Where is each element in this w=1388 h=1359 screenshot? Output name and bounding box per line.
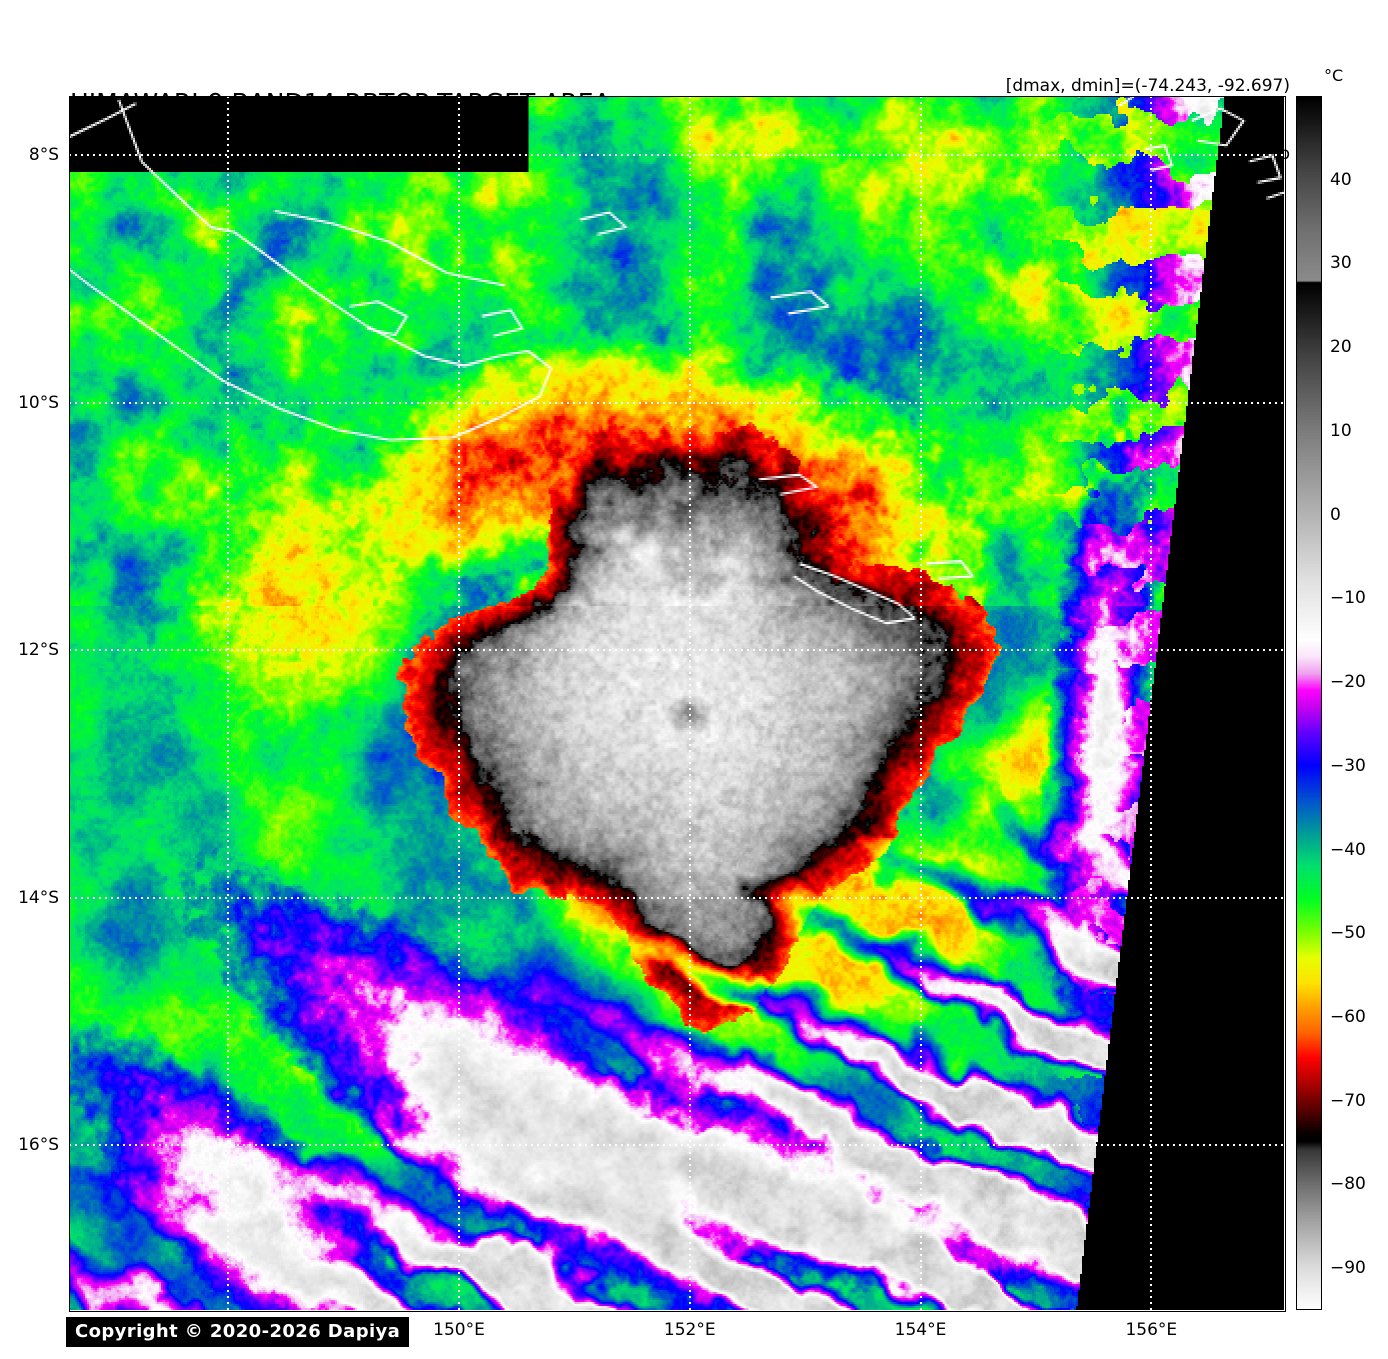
longitude-tick-label: 154°E <box>894 1320 947 1340</box>
colorbar[interactable] <box>1296 96 1322 1310</box>
latitude-tick-label: 16°S <box>18 1135 59 1156</box>
longitude-tick-label: 152°E <box>663 1320 716 1340</box>
longitude-tick-label: 150°E <box>433 1320 485 1340</box>
colorbar-tick: −90 <box>1330 1258 1366 1279</box>
colorbar-tick: −60 <box>1330 1006 1366 1027</box>
colorbar-tick: 30 <box>1330 253 1352 274</box>
colorbar-tick: −20 <box>1330 672 1366 693</box>
latitude-tick-label: 14°S <box>18 887 59 908</box>
latitude-tick-label: 10°S <box>18 392 59 413</box>
data-range-label: [dmax, dmin]=(-74.243, -92.697) <box>1005 76 1290 97</box>
colorbar-unit-label: °C <box>1324 66 1344 85</box>
colorbar-tick: 20 <box>1330 337 1352 358</box>
colorbar-tick: −50 <box>1330 923 1366 944</box>
latitude-tick-label: 12°S <box>18 640 59 661</box>
colorbar-tick: 40 <box>1330 169 1352 190</box>
colorbar-tick: −10 <box>1330 588 1366 609</box>
longitude-tick-label: 156°E <box>1125 1320 1178 1340</box>
colorbar-tick: 0 <box>1330 504 1341 525</box>
colorbar-tick: 10 <box>1330 420 1352 441</box>
colorbar-tick: −40 <box>1330 839 1366 860</box>
colorbar-tick: −30 <box>1330 755 1366 776</box>
satellite-brightness-temperature-raster <box>69 96 1284 1310</box>
latitude-tick-label: 8°S <box>28 145 59 166</box>
colorbar-gradient <box>1297 97 1321 1309</box>
colorbar-tick: −70 <box>1330 1090 1366 1111</box>
satellite-image-plot[interactable] <box>69 96 1284 1310</box>
colorbar-tick: −80 <box>1330 1174 1366 1195</box>
copyright-watermark: Copyright © 2020-2026 Dapiya <box>66 1317 410 1347</box>
